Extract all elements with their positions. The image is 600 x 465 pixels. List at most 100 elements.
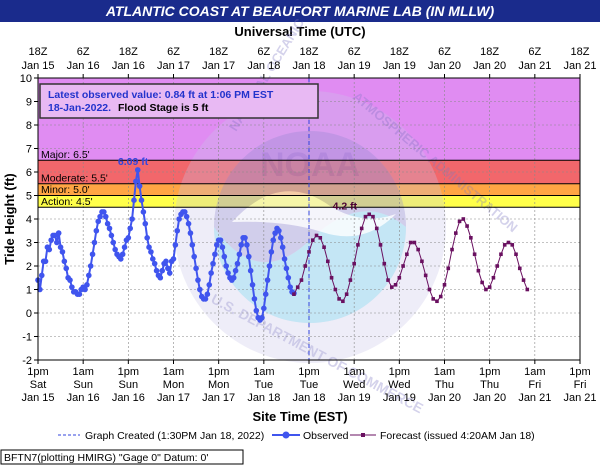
observed-point [262,291,269,298]
observed-point [89,251,96,258]
observed-point [93,227,100,234]
y-tick-label: 8 [26,120,32,132]
forecast-point [423,273,428,278]
bottom-tick-label-time: 1am [434,366,455,378]
observed-point [38,272,45,279]
top-tick-label-date: Jan 20 [473,60,506,72]
legend: Graph Created (1:30PM Jan 18, 2022) Obse… [58,430,535,442]
svg-text:NOAA: NOAA [260,146,360,184]
observed-point [259,314,265,321]
forecast-point [307,250,311,254]
observed-point [210,260,216,267]
y-tick-label: 6 [26,167,32,179]
observed-point [276,227,282,234]
chart-title: ATLANTIC COAST AT BEAUFORT MARINE LAB (I… [105,3,495,19]
forecast-point [453,231,458,235]
top-tick-label-date: Jan 18 [247,60,280,72]
observed-point [189,242,196,248]
bottom-tick-label-date: Jan 20 [428,392,461,404]
observed-point [174,227,181,234]
forecast-point [476,268,481,273]
forecast-point [469,236,473,240]
top-tick-label-date: Jan 16 [67,60,100,72]
forecast-point [292,292,296,296]
observed-point [204,291,211,298]
top-tick-label-time: 18Z [480,46,499,58]
observed-point [104,220,111,227]
observed-point [149,256,156,262]
bottom-tick-label-time: 1pm [389,366,410,378]
bottom-tick-label-date: Jan 19 [338,392,371,404]
top-tick-label-time: 6Z [167,46,180,58]
top-tick-label-date: Jan 17 [157,60,190,72]
observed-point [87,263,94,269]
forecast-point [521,278,526,282]
y-tick-label: 0 [26,308,32,320]
observed-point [106,225,113,232]
forecast-point [525,287,530,292]
observed-point [67,277,73,283]
annotations: 6.09 ft 4.2 ft [118,156,358,212]
observed-point [277,235,284,241]
forecast-point [329,275,334,280]
observed-point [245,253,252,260]
flood-band-2 [38,183,580,196]
legend-forecast-marker [361,433,365,437]
top-tick-label-time: 18Z [300,46,319,58]
observed-series-points [35,167,297,323]
observed-point [142,220,149,227]
observed-point [183,213,190,220]
station-footer-text: BFTN7(plotting HMIRG) "Gage 0" Datum: 0' [4,452,208,464]
y-tick-label: 7 [26,144,32,156]
forecast-point [408,240,413,245]
observed-point [110,239,117,246]
forecast-point [401,264,405,268]
top-tick-label-time: 6Z [528,46,541,58]
forecast-point [382,261,387,266]
top-tick-label-date: Jan 15 [21,60,54,72]
top-tick-label-date: Jan 21 [518,60,551,72]
forecast-point [295,285,300,289]
observed-point [279,244,286,250]
latest-observed-box: Latest observed value: 0.84 ft at 1:06 P… [39,83,319,119]
observed-point [261,305,267,312]
forecast-point [333,287,338,292]
y-tick-label: 10 [20,73,32,85]
bottom-tick-label-date: Jan 21 [518,392,551,404]
observed-point [59,249,66,255]
bottom-tick-label-time: 1pm [27,366,48,378]
y-tick-label: 2 [26,261,32,273]
top-tick-label-date: Jan 18 [292,60,325,72]
bottom-tick-label-day: Fri [528,379,541,391]
observed-point [151,260,158,267]
observed-point [283,265,290,272]
forecast-point [371,214,375,219]
forecast-point [363,214,368,219]
top-tick-label-date: Jan 17 [202,60,235,72]
forecast-point [465,224,469,228]
observed-point [176,216,182,222]
bottom-tick-label-day: Fri [574,379,587,391]
forecast-point [412,240,417,245]
bottom-tick-label-date: Jan 16 [67,392,100,404]
band-label-2: Minor: 5.0' [41,184,90,196]
observed-point [153,267,160,274]
top-tick-label-time: 6Z [438,46,451,58]
forecast-point [506,240,511,245]
bottom-tick-label-date: Jan 21 [563,392,596,404]
top-tick-label-time: 18Z [209,46,228,58]
observed-point [249,282,256,288]
forecast-point [484,287,488,292]
observed-point [131,197,137,203]
peak-annotation-0: 6.09 ft [118,156,149,168]
observed-point [236,251,243,258]
y-tick-label: 4 [26,214,32,226]
bottom-tick-label-day: Wed [343,379,365,391]
observed-point [234,260,241,267]
forecast-point [514,252,518,257]
bottom-tick-label-date: Jan 17 [202,392,235,404]
bottom-tick-label-date: Jan 16 [112,392,145,404]
forecast-point [517,266,522,271]
